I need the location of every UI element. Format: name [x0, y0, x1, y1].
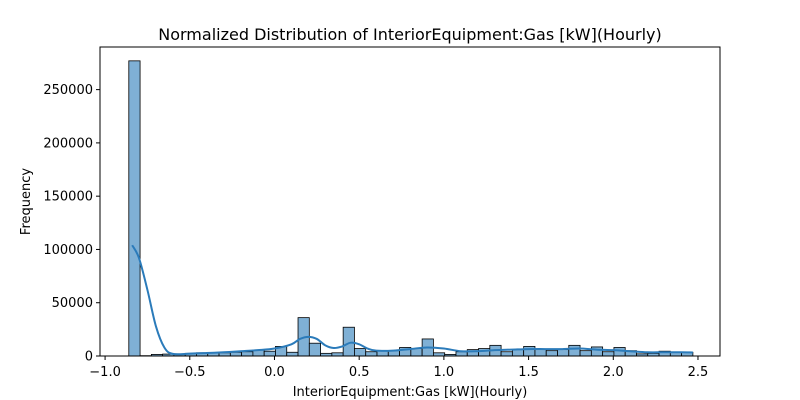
y-axis-label: Frequency — [19, 168, 34, 235]
histogram-bar — [602, 351, 615, 357]
histogram-bar — [545, 350, 558, 357]
x-tick-label: 2.0 — [603, 365, 624, 380]
histogram-bar — [534, 349, 547, 357]
y-tick-label: 150000 — [43, 190, 93, 205]
plot-frame — [99, 46, 721, 357]
histogram-bar — [286, 351, 299, 357]
histogram-bar — [557, 349, 570, 357]
histogram-bars — [128, 60, 694, 357]
histogram-bar — [365, 351, 378, 357]
x-tick-label: 1.5 — [518, 365, 539, 380]
x-tick-label: 0.0 — [264, 365, 285, 380]
y-tick-label: 0 — [85, 350, 93, 365]
chart-title: Normalized Distribution of InteriorEquip… — [158, 25, 662, 44]
y-tick-label: 250000 — [43, 83, 93, 98]
y-tick-label: 100000 — [43, 243, 93, 258]
x-tick-label: −1.0 — [89, 365, 121, 380]
y-axis-ticks: 0 50000 100000 150000 200000 250000 — [43, 83, 100, 365]
kde-line — [131, 244, 693, 356]
histogram-bar — [579, 350, 592, 357]
x-tick-label: −0.5 — [174, 365, 206, 380]
x-tick-label: 0.5 — [349, 365, 370, 380]
histogram-bar — [241, 351, 254, 357]
kde-layer — [131, 244, 693, 356]
histogram-bar — [590, 346, 604, 357]
histogram-bar — [354, 348, 367, 357]
histogram-bar — [229, 351, 243, 357]
histogram-bar — [342, 326, 355, 357]
histogram-bar — [568, 344, 581, 357]
histogram-bar — [308, 342, 321, 357]
histogram-bar — [263, 350, 276, 357]
x-axis-label: InteriorEquipment:Gas [kW](Hourly) — [293, 385, 528, 400]
histogram-bar — [128, 60, 141, 357]
y-tick-label: 200000 — [43, 136, 93, 151]
x-tick-label: 1.0 — [434, 365, 455, 380]
x-tick-label: 2.5 — [688, 365, 709, 380]
histogram-bar — [500, 351, 513, 357]
x-axis-ticks: −1.0 −0.5 0.0 0.5 1.0 1.5 2.0 2.5 — [89, 356, 708, 380]
histogram-bar — [511, 349, 525, 357]
histogram-bar — [523, 346, 536, 357]
y-tick-label: 50000 — [52, 296, 93, 311]
